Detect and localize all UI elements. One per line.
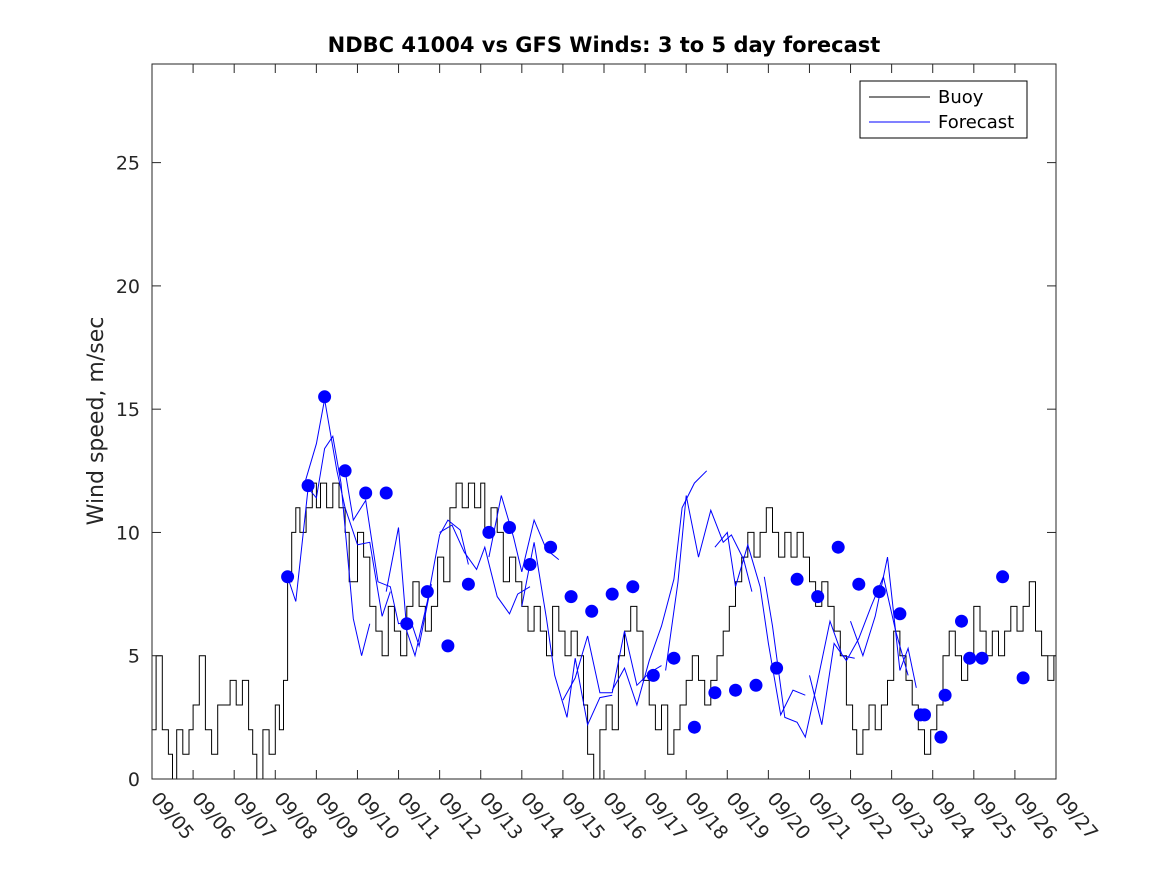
forecast-marker-30 [893,607,907,621]
forecast-marker-35 [955,614,968,628]
forecast-marker-38 [996,570,1010,584]
forecast-marker-39 [1016,671,1030,685]
y-tick-label: 15 [116,399,140,421]
y-tick-label: 0 [128,769,140,791]
forecast-line-0 [287,434,371,656]
y-tick-label: 20 [116,276,140,298]
forecast-marker-24 [770,661,784,675]
legend-box [859,80,1028,139]
forecast-marker-10 [482,525,496,539]
forecast-line-13 [850,556,917,688]
forecast-marker-20 [687,720,701,734]
forecast-marker-3 [338,464,352,478]
buoy-series [152,482,1056,780]
forecast-marker-32 [918,708,931,722]
forecast-line-3 [385,519,469,658]
forecast-marker-9 [461,577,475,591]
forecast-marker-4 [359,486,373,500]
forecast-marker-33 [934,730,948,744]
forecast-line-9 [665,495,753,671]
forecast-marker-2 [318,390,332,404]
y-axis: 0 5 10 15 20 25 [116,153,1056,791]
forecast-line-1 [303,399,391,617]
forecast-markers [281,390,1030,744]
forecast-marker-0 [281,570,295,584]
y-tick-label: 25 [116,153,140,175]
legend-label-forecast: Forecast [938,112,1014,133]
forecast-marker-8 [441,639,455,653]
buoy-line [152,482,1056,780]
forecast-line-12 [809,575,909,725]
forecast-marker-26 [811,590,825,604]
forecast-marker-5 [379,486,393,500]
forecast-marker-29 [872,585,886,599]
forecast-marker-36 [963,651,977,665]
forecast-marker-23 [749,678,763,692]
forecast-marker-19 [667,651,681,665]
forecast-marker-25 [790,572,804,586]
y-tick-label: 5 [128,646,140,668]
legend: Buoy Forecast [859,80,1028,139]
forecast-line-8 [611,470,708,707]
forecast-marker-15 [585,604,599,618]
forecast-marker-28 [852,577,866,591]
forecast-line-6 [521,542,613,727]
plot-area [151,63,1057,780]
forecast-marker-27 [831,540,845,554]
forecast-line-4 [439,524,531,615]
forecast-marker-22 [729,683,742,697]
forecast-marker-7 [420,585,434,599]
forecast-line-10 [714,531,806,717]
axes-background [152,64,1056,779]
forecast-marker-13 [544,540,558,554]
forecast-marker-12 [523,558,537,571]
forecast-marker-18 [646,668,660,682]
forecast-marker-17 [626,580,640,594]
legend-label-buoy: Buoy [938,87,984,108]
chart-title: NDBC 41004 vs GFS Winds: 3 to 5 day fore… [328,33,881,57]
forecast-line-2 [344,470,432,648]
y-axis-label: Wind speed, m/sec [84,317,109,526]
y-tick-label: 10 [116,522,140,544]
forecast-marker-21 [708,686,722,700]
forecast-marker-34 [938,688,952,702]
forecast-marker-16 [605,587,619,601]
forecast-marker-11 [503,521,516,534]
forecast-marker-1 [301,479,315,493]
forecast-marker-6 [400,617,414,631]
forecast-marker-37 [975,651,989,665]
forecast-marker-14 [564,590,578,604]
forecast-line-11 [763,576,855,739]
